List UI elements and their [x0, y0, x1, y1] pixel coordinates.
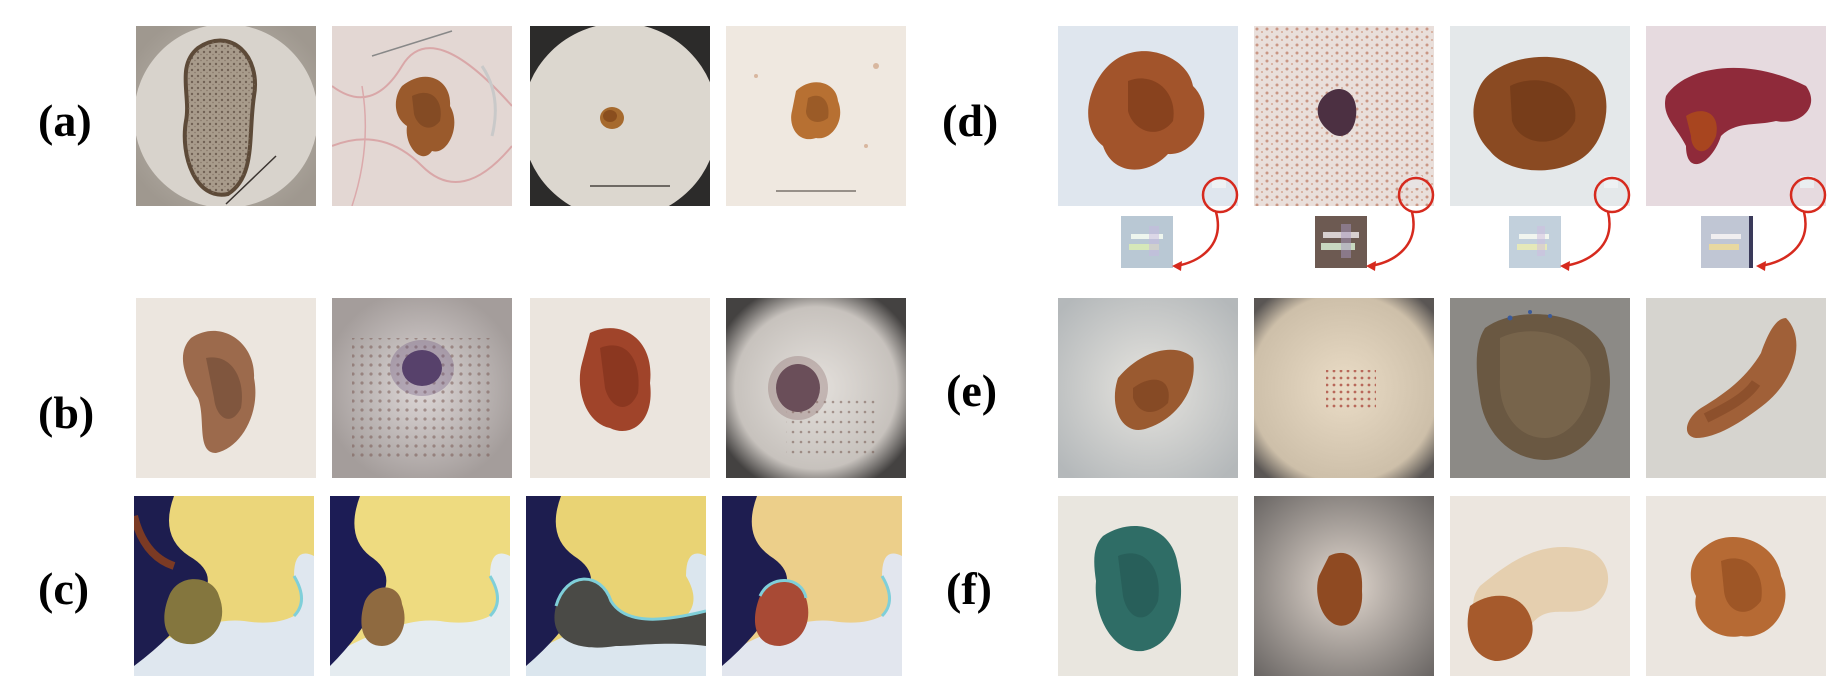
image-b2: [332, 298, 512, 478]
image-c3: [526, 496, 706, 676]
image-d1: [1058, 26, 1238, 206]
image-c1: [134, 496, 314, 676]
panel-label-b: (b): [38, 387, 95, 438]
image-a2: [332, 26, 512, 206]
panel-label-c: (c): [38, 563, 90, 614]
image-d2: [1254, 26, 1434, 206]
image-f2: [1254, 496, 1434, 676]
image-f1: [1058, 496, 1238, 676]
image-a3: [530, 26, 710, 206]
image-e3: [1450, 298, 1630, 478]
image-a4: [726, 26, 906, 206]
panel-label-f: (f): [946, 563, 992, 614]
image-e2: [1254, 298, 1434, 478]
image-d3: [1450, 26, 1630, 206]
image-b1: [136, 298, 316, 478]
image-e1: [1058, 298, 1238, 478]
image-b3: [530, 298, 710, 478]
image-d4: [1646, 26, 1826, 206]
panel-label-d: (d): [942, 95, 999, 146]
image-f3: [1450, 496, 1630, 676]
artifact-zoom-d3: [1509, 216, 1561, 268]
image-f4: [1646, 496, 1826, 676]
callout-arrow-d2: [1369, 211, 1415, 268]
artifact-zoom-d1: [1121, 216, 1173, 268]
artifact-zoom-d2: [1315, 216, 1367, 268]
image-c4: [722, 496, 902, 676]
image-a1: [136, 26, 316, 206]
image-e4: [1646, 298, 1826, 478]
callout-arrow-d3: [1563, 211, 1611, 268]
panel-label-a: (a): [38, 95, 92, 146]
image-c2: [330, 496, 510, 676]
callout-arrow-d1: [1175, 211, 1219, 268]
panel-label-e: (e): [946, 365, 998, 416]
callout-arrow-d4: [1759, 211, 1807, 268]
image-b4: [726, 298, 906, 478]
artifact-zoom-d4: [1701, 216, 1753, 268]
